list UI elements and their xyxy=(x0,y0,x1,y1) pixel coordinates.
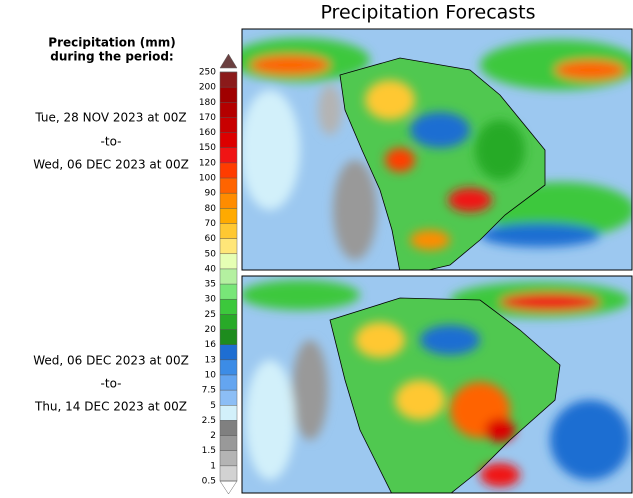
colorbar-segment xyxy=(220,435,237,452)
colorbar-tick-label: 7.5 xyxy=(202,386,216,396)
colorbar-segment xyxy=(220,420,237,437)
colorbar-tick-label: 20 xyxy=(205,325,217,335)
legend-title: during the period: xyxy=(50,50,173,64)
colorbar-tick-label: 90 xyxy=(205,189,217,199)
colorbar-tick-label: 150 xyxy=(199,143,216,153)
colorbar-tick-label: 1.5 xyxy=(202,446,216,456)
colorbar-segment xyxy=(220,147,237,164)
colorbar-tick-label: 2 xyxy=(210,431,216,441)
colorbar-tick-label: 0.5 xyxy=(202,477,216,487)
colorbar-tick-label: 100 xyxy=(199,174,216,184)
period-separator: -to- xyxy=(101,135,122,149)
colorbar-tick-label: 120 xyxy=(199,158,216,168)
colorbar-tick-label: 170 xyxy=(199,113,216,123)
colorbar-tick-label: 13 xyxy=(205,355,216,365)
colorbar-segment xyxy=(220,314,237,331)
colorbar-segment xyxy=(220,344,237,361)
colorbar-segment xyxy=(220,223,237,240)
colorbar-segment xyxy=(220,450,237,467)
colorbar-segment xyxy=(220,374,237,391)
colorbar-tick-label: 160 xyxy=(199,128,216,138)
colorbar-segment xyxy=(220,208,237,224)
title: Precipitation Forecasts xyxy=(320,2,535,24)
colorbar-tick-label: 10 xyxy=(205,370,217,380)
colorbar-tick-label: 5 xyxy=(210,401,216,411)
period-start: Tue, 28 NOV 2023 at 00Z xyxy=(34,111,186,125)
map-top xyxy=(242,29,632,270)
period-end: Wed, 06 DEC 2023 at 00Z xyxy=(33,158,189,172)
colorbar-segment xyxy=(220,72,237,88)
colorbar-segment xyxy=(220,102,237,118)
colorbar-tick-label: 25 xyxy=(205,310,216,320)
period-separator: -to- xyxy=(101,377,122,391)
colorbar-tick-label: 40 xyxy=(205,264,217,274)
colorbar-segment xyxy=(220,193,237,209)
map-frame xyxy=(241,28,633,271)
colorbar-segment xyxy=(220,405,237,421)
colorbar-segment xyxy=(220,87,237,103)
colorbar-segment xyxy=(220,162,237,179)
map-bottom xyxy=(242,276,632,493)
colorbar-segment xyxy=(220,329,237,346)
colorbar-segment xyxy=(220,390,237,406)
legend-title: Precipitation (mm) xyxy=(48,36,175,50)
period-start: Wed, 06 DEC 2023 at 00Z xyxy=(33,354,189,368)
colorbar-segment xyxy=(220,238,237,255)
colorbar-tick-label: 1 xyxy=(210,461,216,471)
colorbar-tick-label: 60 xyxy=(205,234,217,244)
colorbar-segment xyxy=(220,284,237,300)
colorbar-segment xyxy=(220,178,237,194)
colorbar-segment xyxy=(220,465,237,482)
colorbar-tick-label: 200 xyxy=(199,83,216,93)
period-end: Thu, 14 DEC 2023 at 00Z xyxy=(34,400,187,414)
colorbar-bottom-arrow xyxy=(219,480,238,495)
colorbar-tick-label: 180 xyxy=(199,98,216,108)
colorbar-segment xyxy=(220,132,237,149)
colorbar-segment xyxy=(220,268,237,285)
colorbar-segment xyxy=(220,359,237,376)
colorbar-tick-label: 250 xyxy=(199,68,216,78)
colorbar-tick-label: 70 xyxy=(205,219,217,229)
colorbar-tick-label: 16 xyxy=(205,340,217,350)
colorbar-segment xyxy=(220,253,237,270)
colorbar-top-arrow xyxy=(219,53,238,69)
colorbar-segment xyxy=(220,117,237,134)
colorbar-tick-label: 35 xyxy=(205,280,216,290)
colorbar-tick-label: 2.5 xyxy=(202,416,216,426)
colorbar-tick-label: 30 xyxy=(205,295,217,305)
colorbar-segment xyxy=(220,299,237,315)
colorbar-tick-label: 50 xyxy=(205,249,217,259)
map-frame xyxy=(241,275,633,494)
colorbar-tick-label: 80 xyxy=(205,204,217,214)
